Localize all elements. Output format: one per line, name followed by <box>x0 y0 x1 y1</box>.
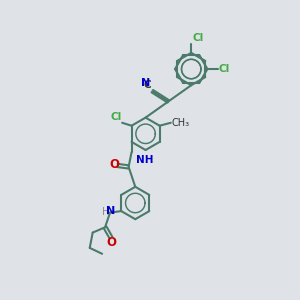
Text: CH₃: CH₃ <box>171 118 190 128</box>
Text: Cl: Cl <box>110 112 121 122</box>
Text: N: N <box>141 78 150 88</box>
Text: N: N <box>106 206 115 216</box>
Text: H: H <box>101 207 109 217</box>
Text: O: O <box>106 236 116 248</box>
Text: O: O <box>109 158 119 171</box>
Text: Cl: Cl <box>219 64 230 74</box>
Text: NH: NH <box>136 154 154 165</box>
Text: C: C <box>144 80 152 90</box>
Text: Cl: Cl <box>193 33 204 43</box>
